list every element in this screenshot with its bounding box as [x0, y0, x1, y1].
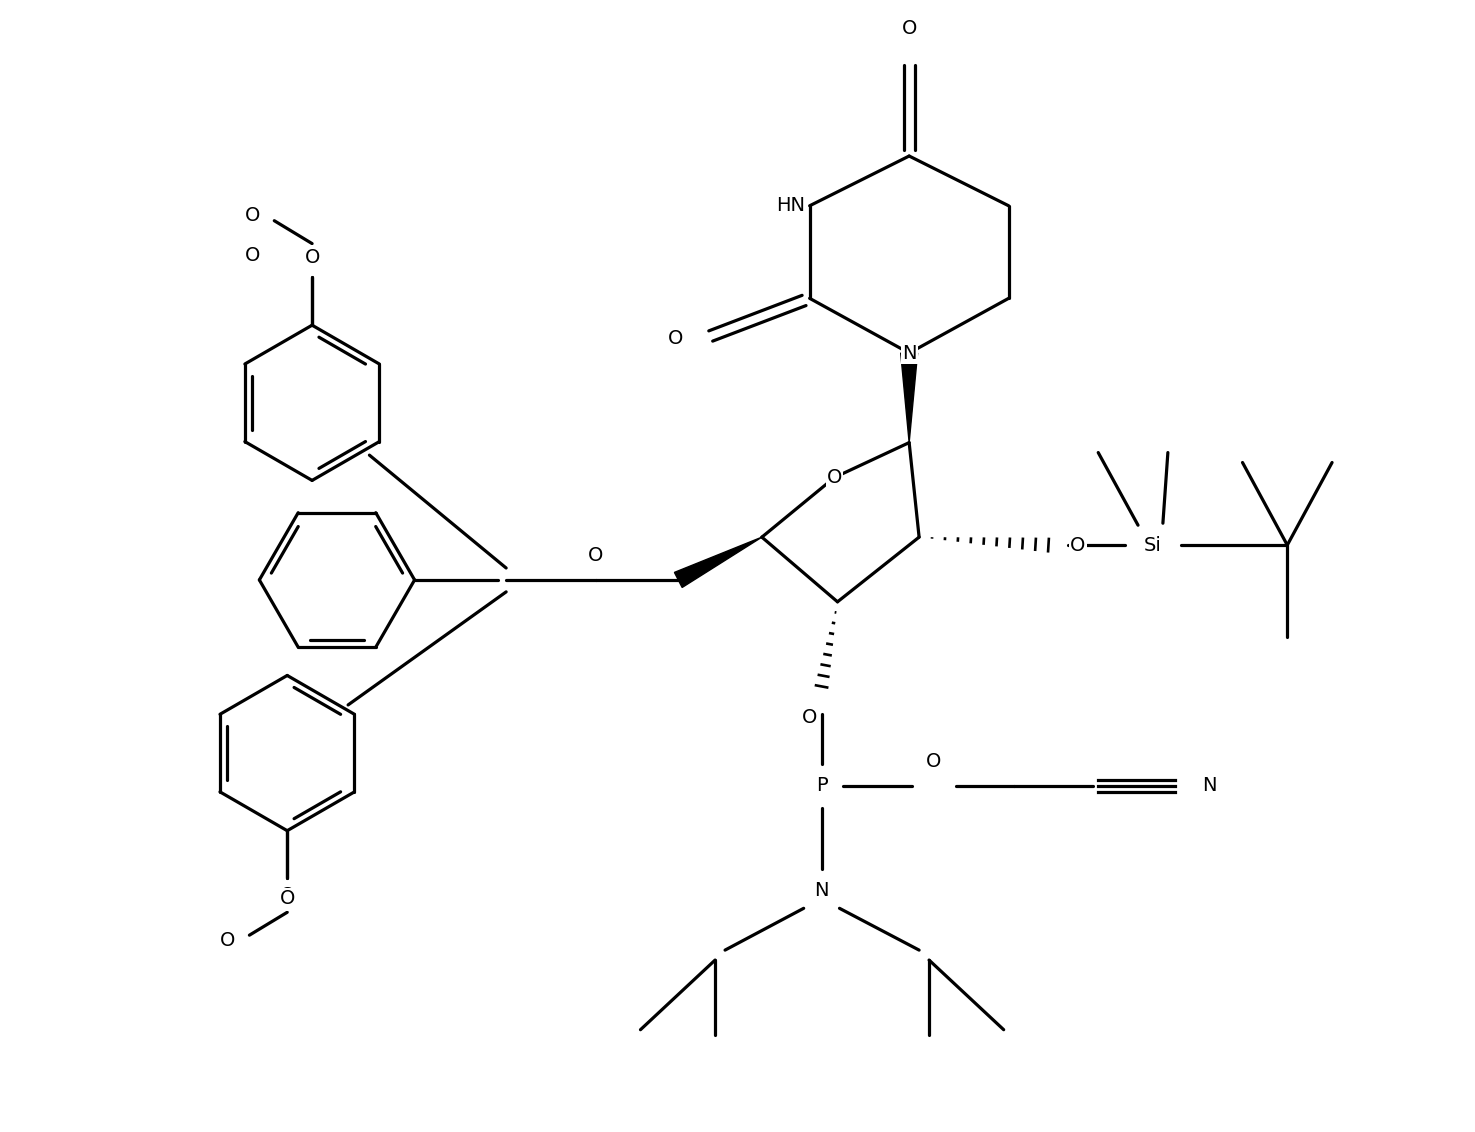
Text: O: O: [589, 546, 603, 565]
Text: O: O: [304, 248, 320, 267]
Text: P: P: [816, 777, 827, 796]
Text: O: O: [1071, 535, 1086, 555]
Text: O: O: [901, 18, 917, 37]
Text: O: O: [280, 886, 295, 904]
Text: O: O: [589, 546, 603, 565]
Text: O: O: [802, 709, 817, 727]
Text: O: O: [926, 752, 941, 771]
Text: O: O: [220, 931, 236, 950]
Text: O: O: [304, 246, 320, 265]
Text: O: O: [280, 889, 295, 908]
Polygon shape: [901, 353, 917, 443]
Text: O: O: [926, 752, 941, 771]
Text: O: O: [245, 206, 261, 225]
Text: N: N: [901, 343, 916, 362]
Text: O: O: [901, 18, 917, 37]
Text: O: O: [304, 246, 320, 265]
Text: N: N: [901, 343, 916, 362]
Text: HN: HN: [776, 196, 805, 215]
Text: P: P: [816, 777, 827, 796]
Text: N: N: [1202, 777, 1217, 796]
Text: O: O: [802, 709, 817, 727]
Text: N: N: [1202, 777, 1217, 796]
Text: O: O: [245, 246, 261, 265]
Text: N: N: [814, 881, 829, 900]
Text: Si: Si: [1145, 535, 1162, 555]
Text: O: O: [668, 328, 683, 348]
Text: O: O: [1071, 535, 1086, 555]
Text: O: O: [280, 891, 295, 910]
Text: O: O: [304, 251, 320, 271]
Text: O: O: [827, 468, 842, 487]
Text: O: O: [589, 546, 603, 565]
Polygon shape: [674, 538, 763, 588]
Text: HN: HN: [776, 196, 805, 215]
Text: O: O: [827, 468, 842, 487]
Text: N: N: [814, 881, 829, 900]
Text: Si: Si: [1145, 535, 1162, 555]
Text: O: O: [668, 328, 683, 348]
